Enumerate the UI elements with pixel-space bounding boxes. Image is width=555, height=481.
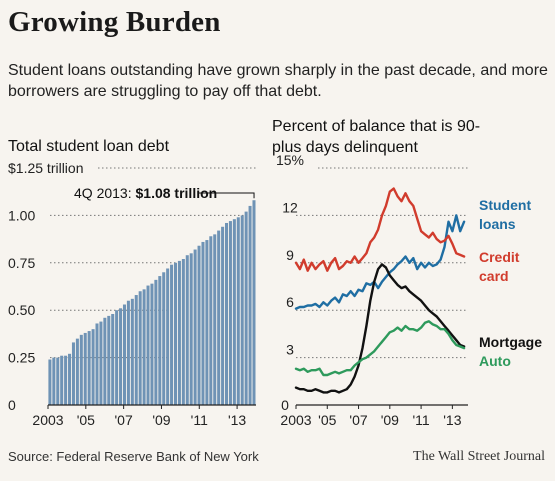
right-y-tick-label: 9 bbox=[286, 247, 294, 263]
left-y-tick-label: $1.25 trillion bbox=[8, 160, 84, 176]
series-line-student bbox=[294, 214, 466, 310]
debt-bar bbox=[68, 353, 72, 405]
left-x-tick-label: '05 bbox=[77, 412, 95, 428]
debt-bar bbox=[177, 260, 181, 405]
debt-bar bbox=[126, 300, 130, 405]
debt-bar bbox=[64, 355, 68, 405]
debt-bar bbox=[189, 253, 193, 405]
debt-bar bbox=[181, 259, 185, 405]
debt-bar bbox=[122, 304, 126, 405]
series-label-student: loans bbox=[479, 216, 516, 232]
debt-bar bbox=[48, 359, 52, 405]
debt-bar bbox=[107, 315, 111, 405]
debt-bar bbox=[56, 357, 60, 405]
debt-bar bbox=[99, 321, 103, 405]
debt-bar bbox=[209, 236, 213, 405]
debt-bar bbox=[75, 338, 79, 405]
debt-bar bbox=[217, 230, 221, 405]
debt-annotation-prefix: 4Q 2013: bbox=[74, 185, 136, 201]
left-y-tick-label: 0.25 bbox=[8, 350, 35, 366]
left-x-tick-label: 2003 bbox=[32, 412, 63, 428]
debt-bar bbox=[115, 310, 119, 405]
debt-bar bbox=[91, 329, 95, 405]
right-y-tick-label: 12 bbox=[282, 199, 298, 215]
left-x-tick-label: '07 bbox=[115, 412, 133, 428]
debt-bar bbox=[232, 219, 236, 405]
debt-annotation-value: $1.08 trillion bbox=[136, 185, 218, 201]
debt-bar bbox=[236, 217, 240, 405]
left-x-tick-label: '09 bbox=[152, 412, 170, 428]
right-x-tick-label: '11 bbox=[412, 412, 429, 428]
right-panel-title: Percent of balance that is 90-plus days … bbox=[272, 118, 481, 156]
debt-bar bbox=[193, 249, 197, 405]
debt-bar bbox=[146, 285, 150, 405]
debt-bar bbox=[52, 357, 56, 405]
series-label-credit: card bbox=[479, 268, 509, 284]
debt-bar bbox=[83, 332, 87, 405]
debt-bar bbox=[173, 262, 178, 405]
series-label-student: Student bbox=[479, 197, 531, 213]
chart-subtitle: Student loans outstanding have grown sha… bbox=[8, 62, 548, 100]
chart-title: Growing Burden bbox=[8, 6, 221, 38]
right-x-tick-label: '13 bbox=[443, 412, 461, 428]
debt-bar bbox=[142, 289, 146, 405]
debt-bar bbox=[248, 205, 252, 405]
debt-bar bbox=[130, 298, 134, 405]
debt-bar bbox=[225, 222, 229, 405]
right-x-tick-label: '07 bbox=[349, 412, 367, 428]
series-label-mortgage: Mortgage bbox=[479, 334, 542, 350]
right-x-tick-label: '09 bbox=[381, 412, 399, 428]
debt-bar bbox=[244, 211, 248, 405]
right-y-tick-label: 3 bbox=[286, 342, 294, 358]
debt-bar bbox=[95, 323, 99, 405]
left-x-tick-label: '11 bbox=[191, 412, 208, 428]
debt-bar bbox=[166, 268, 170, 405]
series-line-credit bbox=[294, 187, 466, 272]
debt-bar bbox=[170, 264, 174, 405]
debt-bar bbox=[71, 342, 75, 405]
debt-annotation: 4Q 2013: $1.08 trillion bbox=[74, 185, 217, 201]
debt-bar bbox=[213, 234, 217, 405]
debt-bar bbox=[111, 313, 115, 405]
left-y-tick-label: 0.50 bbox=[8, 302, 35, 318]
series-line-auto bbox=[294, 320, 466, 377]
debt-bar bbox=[185, 255, 189, 405]
debt-bar bbox=[201, 241, 205, 405]
debt-bar bbox=[60, 355, 64, 405]
debt-bar bbox=[79, 334, 83, 405]
debt-bar bbox=[240, 215, 244, 405]
debt-bar bbox=[138, 291, 142, 405]
debt-bar bbox=[119, 308, 123, 405]
right-x-tick-label: 2003 bbox=[280, 412, 311, 428]
right-y-tick-label: 0 bbox=[281, 397, 289, 413]
right-y-tick-label: 6 bbox=[286, 294, 294, 310]
series-label-credit: Credit bbox=[479, 249, 520, 265]
left-panel-title: Total student loan debt bbox=[8, 138, 170, 155]
series-label-auto: Auto bbox=[479, 353, 511, 369]
left-y-tick-label: 1.00 bbox=[8, 207, 35, 223]
left-y-tick-label: 0.75 bbox=[8, 255, 35, 271]
debt-bar bbox=[252, 200, 256, 405]
debt-bar bbox=[158, 276, 162, 405]
left-x-tick-label: '13 bbox=[228, 412, 246, 428]
debt-annotation-leader bbox=[198, 192, 255, 199]
debt-bar bbox=[103, 317, 107, 405]
debt-bar bbox=[221, 226, 225, 405]
debt-bar bbox=[228, 221, 232, 405]
series-line-mortgage bbox=[294, 263, 466, 394]
debt-bar bbox=[87, 331, 91, 405]
debt-bar bbox=[162, 272, 166, 405]
right-x-tick-label: '05 bbox=[318, 412, 336, 428]
publisher-credit: The Wall Street Journal bbox=[413, 449, 545, 464]
debt-bar bbox=[154, 279, 158, 405]
debt-bar bbox=[205, 240, 209, 405]
source-note: Source: Federal Reserve Bank of New York bbox=[8, 449, 259, 464]
debt-bar bbox=[150, 283, 154, 405]
right-y-tick-label: 15% bbox=[276, 152, 304, 168]
debt-bar bbox=[134, 295, 138, 405]
debt-bar bbox=[197, 245, 201, 405]
left-y-tick-label: 0 bbox=[8, 397, 16, 413]
